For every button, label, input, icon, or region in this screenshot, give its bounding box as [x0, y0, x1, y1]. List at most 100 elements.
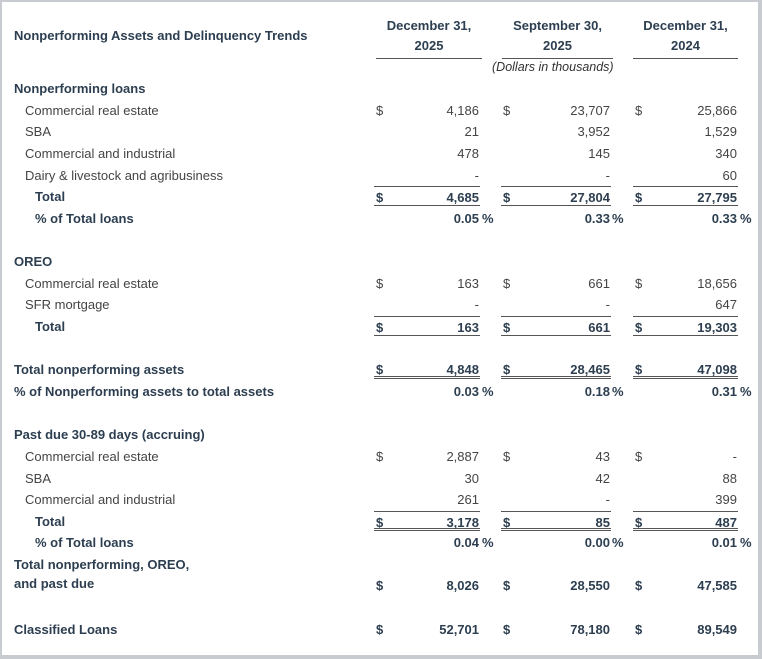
value-cell: $661	[501, 316, 611, 337]
value: 0.03	[453, 383, 479, 399]
row-label: Dairy & livestock and agribusiness	[25, 167, 223, 183]
value: 487	[715, 514, 737, 530]
table-row: Classified Loans $52,701 $78,180 $89,549	[2, 619, 758, 641]
table-row: Commercial and industrial 261 - 399	[2, 489, 758, 511]
table-row: Dairy & livestock and agribusiness - - 60	[2, 165, 758, 187]
value: 88	[722, 470, 737, 486]
currency-symbol: $	[635, 190, 643, 206]
value: 478	[457, 145, 479, 161]
value-cell: 0.05%	[374, 208, 494, 228]
currency-symbol: $	[635, 621, 643, 637]
currency-symbol: $	[376, 320, 384, 336]
value-cell: $89,549	[633, 619, 738, 639]
value: -	[605, 492, 610, 508]
row-label: SBA	[25, 470, 52, 486]
currency-symbol: $	[635, 275, 643, 291]
value: 21	[464, 124, 479, 140]
value-cell: $27,804	[501, 186, 611, 207]
table-row: Commercial real estate $2,887 $43 $ -	[2, 446, 758, 468]
row-label: Past due 30-89 days (accruing)	[14, 427, 205, 443]
value: 42	[595, 470, 610, 486]
percent-symbol: %	[482, 210, 494, 226]
value: 2,887	[446, 448, 479, 464]
currency-symbol: $	[503, 514, 511, 530]
row-label: Total	[35, 189, 66, 205]
value: 27,795	[697, 190, 737, 206]
currency-symbol: $	[376, 621, 384, 637]
currency-symbol: $	[503, 621, 511, 637]
value: 0.05	[453, 210, 479, 226]
value-cell: $163	[374, 316, 480, 337]
row-label: Commercial and industrial	[25, 492, 176, 508]
currency-symbol: $	[635, 578, 643, 594]
table-row: SFR mortgage - - 647	[2, 294, 758, 316]
value-cell: 1,529	[633, 121, 738, 141]
table-row: Nonperforming loans	[2, 78, 758, 100]
percent-symbol: %	[612, 383, 624, 399]
table-row: OREO	[2, 251, 758, 273]
value: 261	[457, 492, 479, 508]
value: 19,303	[697, 320, 737, 336]
value-cell: $661	[501, 273, 611, 293]
table-row: Commercial and industrial 478 145 340	[2, 143, 758, 165]
value: 0.31	[711, 383, 737, 399]
percent-symbol: %	[740, 535, 752, 551]
value: 47,098	[697, 362, 737, 378]
column-header-dec-2024: December 31, 2024	[633, 16, 738, 59]
spacer-row	[2, 229, 758, 251]
row-label: OREO	[14, 254, 53, 270]
value-cell: 0.04%	[374, 532, 494, 552]
currency-symbol: $	[376, 190, 384, 206]
table-row: Total $3,178 $85 $487	[2, 510, 758, 533]
value-cell: $18,656	[633, 273, 738, 293]
table-row: Commercial real estate $4,186 $23,707 $25,8…	[2, 100, 758, 122]
value-cell: 0.33%	[633, 208, 752, 228]
currency-symbol: $	[503, 448, 511, 464]
value-cell: $3,178	[374, 510, 480, 531]
currency-symbol: $	[376, 578, 384, 594]
row-label: Classified Loans	[14, 621, 118, 637]
units-note: (Dollars in thousands)	[492, 60, 614, 74]
percent-symbol: %	[612, 535, 624, 551]
currency-symbol: $	[503, 362, 511, 378]
value: 145	[588, 145, 610, 161]
value-cell: -	[501, 294, 611, 314]
value-cell: 88	[633, 468, 738, 488]
currency-symbol: $	[376, 514, 384, 530]
value: 27,804	[570, 190, 610, 206]
row-label: Total	[35, 513, 66, 529]
value: 0.33	[711, 210, 737, 226]
value-cell: 0.31%	[633, 381, 752, 401]
table-row: Total $163 $661 $19,303	[2, 316, 758, 338]
percent-symbol: %	[740, 210, 752, 226]
currency-symbol: $	[635, 102, 643, 118]
row-label: % of Total loans	[35, 210, 134, 226]
value-cell: 60	[633, 165, 738, 185]
value: 340	[715, 145, 737, 161]
column-header-sep-2025: September 30, 2025	[502, 16, 613, 59]
row-label: Total nonperforming assets	[14, 362, 185, 378]
value-cell: $ -	[633, 446, 738, 466]
value: 78,180	[570, 621, 610, 637]
value: 399	[715, 492, 737, 508]
value-cell: $43	[501, 446, 611, 466]
currency-symbol: $	[503, 190, 511, 206]
value-cell: 0.18%	[501, 381, 624, 401]
value-cell: $78,180	[501, 619, 611, 639]
value-cell: -	[374, 294, 480, 314]
table-row: Total nonperforming, OREO, and past due $…	[2, 554, 758, 597]
value-cell: 0.00%	[501, 532, 624, 552]
table-row: Total nonperforming assets $4,848 $28,465 $…	[2, 359, 758, 381]
value: 0.18	[584, 383, 610, 399]
value: -	[474, 167, 479, 183]
table-row: % of Total loans 0.05% 0.33% 0.33%	[2, 208, 758, 230]
currency-symbol: $	[503, 102, 511, 118]
column-header-dec-2025: December 31, 2025	[376, 16, 482, 59]
value: 23,707	[570, 102, 610, 118]
value: -	[605, 297, 610, 313]
spacer-row	[2, 403, 758, 425]
currency-symbol: $	[376, 102, 384, 118]
currency-symbol: $	[503, 275, 511, 291]
value-cell: 145	[501, 143, 611, 163]
currency-symbol: $	[635, 514, 643, 530]
